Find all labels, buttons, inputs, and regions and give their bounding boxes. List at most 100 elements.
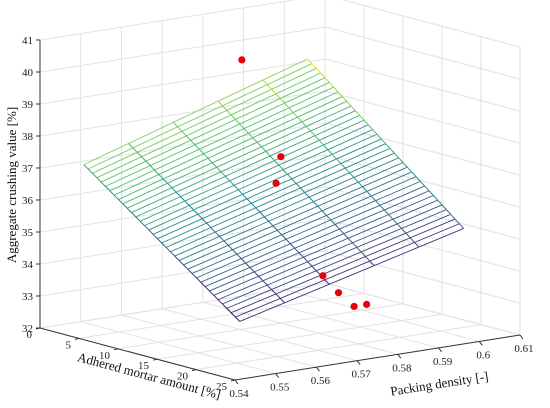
z-tick-label: 32	[22, 323, 33, 335]
surface-mesh-line	[109, 190, 117, 198]
left-wall-grid-line	[39, 154, 326, 201]
surface-mesh-line	[256, 141, 264, 150]
z-axis-label: Aggregate crushing value [%]	[4, 107, 19, 263]
left-wall-grid-line	[39, 58, 326, 105]
surface-mesh-line	[217, 204, 443, 301]
floor-grid-line	[156, 313, 443, 360]
data-point	[238, 56, 246, 64]
surface-mesh-line	[352, 107, 361, 116]
surface-mesh-line	[226, 308, 234, 316]
surface-mesh-line	[172, 121, 181, 130]
surface-mesh-line	[359, 115, 367, 123]
surface-mesh-line	[167, 182, 175, 191]
surface-mesh-line	[211, 162, 220, 170]
floor-grid-line	[284, 288, 480, 342]
surface-mesh-line	[301, 121, 309, 130]
surface-mesh-line	[372, 129, 380, 137]
surface-mesh-line	[122, 203, 130, 211]
right-wall-grid-line	[324, 282, 521, 336]
surface-mesh-line	[144, 124, 369, 227]
floor-grid-line	[78, 292, 365, 339]
surface-mesh-line	[237, 121, 245, 129]
surface-mesh-line	[353, 177, 361, 185]
left-wall-grid-line	[39, 218, 326, 265]
surface-mesh-line	[224, 175, 233, 184]
surface-mesh-line	[217, 100, 225, 109]
surface-mesh-line	[271, 289, 279, 297]
surface-mesh-line	[192, 142, 200, 150]
surface-mesh-line	[411, 171, 419, 180]
right-wall-grid-line	[324, 122, 521, 176]
surface-mesh-line	[398, 157, 406, 166]
surface-mesh-line	[154, 169, 162, 178]
surface-mesh-line	[148, 129, 373, 231]
surface-mesh-line	[399, 225, 407, 234]
x-tick-mark	[191, 369, 197, 372]
x-tick-mark	[113, 348, 119, 351]
surface-mesh-line	[179, 128, 187, 137]
surface-mesh-line	[263, 148, 271, 157]
surface-mesh-line	[187, 268, 195, 277]
surface-mesh-line	[360, 184, 368, 192]
surface-mesh-line	[378, 136, 387, 145]
axis-layer	[39, 40, 521, 381]
surface-mesh-line	[113, 91, 339, 196]
x-tick-label: 15	[138, 360, 150, 372]
y-tick-mark	[234, 379, 239, 385]
surface-mesh-line	[185, 135, 194, 143]
surface-mesh-line	[264, 282, 272, 290]
surface-mesh-line	[206, 222, 214, 231]
surface-mesh-line	[231, 182, 239, 191]
y-tick-label: 0.56	[311, 375, 331, 387]
surface-mesh-line	[135, 114, 360, 218]
surface-mesh-line	[128, 143, 136, 151]
left-wall-grid-line	[39, 186, 326, 233]
surface-mesh-line	[296, 250, 304, 258]
surface-mesh-line	[392, 218, 400, 227]
left-wall-grid-line	[39, 0, 297, 41]
left-wall-grid-line	[39, 282, 326, 329]
surface-mesh-line	[270, 223, 278, 231]
surface-mesh-line	[174, 157, 399, 257]
surface-mesh-line	[295, 114, 303, 123]
ticks-layer: 0 5 10 15 20 250.54 0.55 0.56 0.57 0.58 0.59 0.6 0.6…	[22, 35, 534, 400]
surface-mesh-line	[224, 107, 232, 116]
surface-mesh-line	[347, 170, 355, 178]
y-tick-mark	[478, 341, 483, 346]
right-wall-grid-line	[324, 58, 521, 112]
surface-mesh-line	[126, 105, 352, 209]
y-axis-line	[234, 334, 521, 381]
right-wall-grid-line	[324, 154, 521, 208]
x-axis-line	[39, 327, 236, 381]
surface-mesh-line	[320, 72, 328, 81]
surface-mesh-line	[139, 119, 365, 222]
surface-mesh-line	[191, 176, 417, 274]
surface-mesh-line	[245, 262, 253, 270]
surface-mesh-line	[165, 147, 391, 248]
surface-mesh-line	[269, 155, 277, 164]
data-point	[363, 300, 371, 308]
data-point	[334, 289, 343, 297]
surface-mesh-line	[161, 143, 386, 244]
y-tick-label: 0.6	[476, 349, 490, 361]
surface-mesh-line	[219, 236, 227, 244]
surface-mesh-line	[154, 236, 163, 244]
surface-mesh-line	[206, 288, 215, 296]
surface-mesh-line	[341, 231, 349, 239]
surface-mesh-line	[205, 155, 213, 164]
x-tick-label: 20	[177, 371, 189, 383]
surface-mesh-line	[100, 77, 326, 183]
surface-mesh-line	[96, 177, 104, 185]
x-tick-label: 25	[216, 381, 228, 393]
surface-mesh-line	[302, 256, 311, 265]
surface-mesh-line	[334, 224, 342, 232]
z-tick-label: 34	[22, 259, 34, 271]
surface-mesh-line	[276, 162, 284, 171]
surface-mesh-line	[239, 228, 464, 322]
floor-grid-line	[162, 308, 358, 362]
floor-grid-line	[121, 314, 317, 368]
surface-mesh-line	[173, 189, 181, 197]
surface-mesh-line	[102, 183, 111, 192]
surface-mesh-line	[160, 176, 168, 184]
surface-mesh-line	[314, 135, 322, 144]
